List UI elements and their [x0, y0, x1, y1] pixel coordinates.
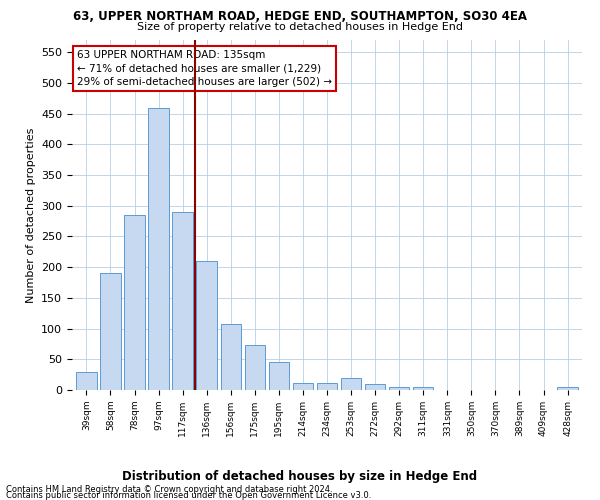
Bar	[341, 378, 361, 390]
Bar	[293, 382, 313, 390]
Bar	[245, 345, 265, 390]
Bar	[221, 324, 241, 390]
Bar	[148, 108, 169, 390]
Bar	[100, 274, 121, 390]
Text: Contains public sector information licensed under the Open Government Licence v3: Contains public sector information licen…	[6, 491, 371, 500]
Bar	[172, 212, 193, 390]
Bar	[76, 372, 97, 390]
Bar	[389, 387, 409, 390]
Text: Size of property relative to detached houses in Hedge End: Size of property relative to detached ho…	[137, 22, 463, 32]
Text: 63, UPPER NORTHAM ROAD, HEDGE END, SOUTHAMPTON, SO30 4EA: 63, UPPER NORTHAM ROAD, HEDGE END, SOUTH…	[73, 10, 527, 23]
Text: 63 UPPER NORTHAM ROAD: 135sqm
← 71% of detached houses are smaller (1,229)
29% o: 63 UPPER NORTHAM ROAD: 135sqm ← 71% of d…	[77, 50, 332, 87]
Text: Contains HM Land Registry data © Crown copyright and database right 2024.: Contains HM Land Registry data © Crown c…	[6, 485, 332, 494]
Bar	[365, 384, 385, 390]
Bar	[317, 382, 337, 390]
Bar	[196, 261, 217, 390]
Text: Distribution of detached houses by size in Hedge End: Distribution of detached houses by size …	[122, 470, 478, 483]
Bar	[124, 215, 145, 390]
Y-axis label: Number of detached properties: Number of detached properties	[26, 128, 35, 302]
Bar	[557, 387, 578, 390]
Bar	[413, 387, 433, 390]
Bar	[269, 362, 289, 390]
